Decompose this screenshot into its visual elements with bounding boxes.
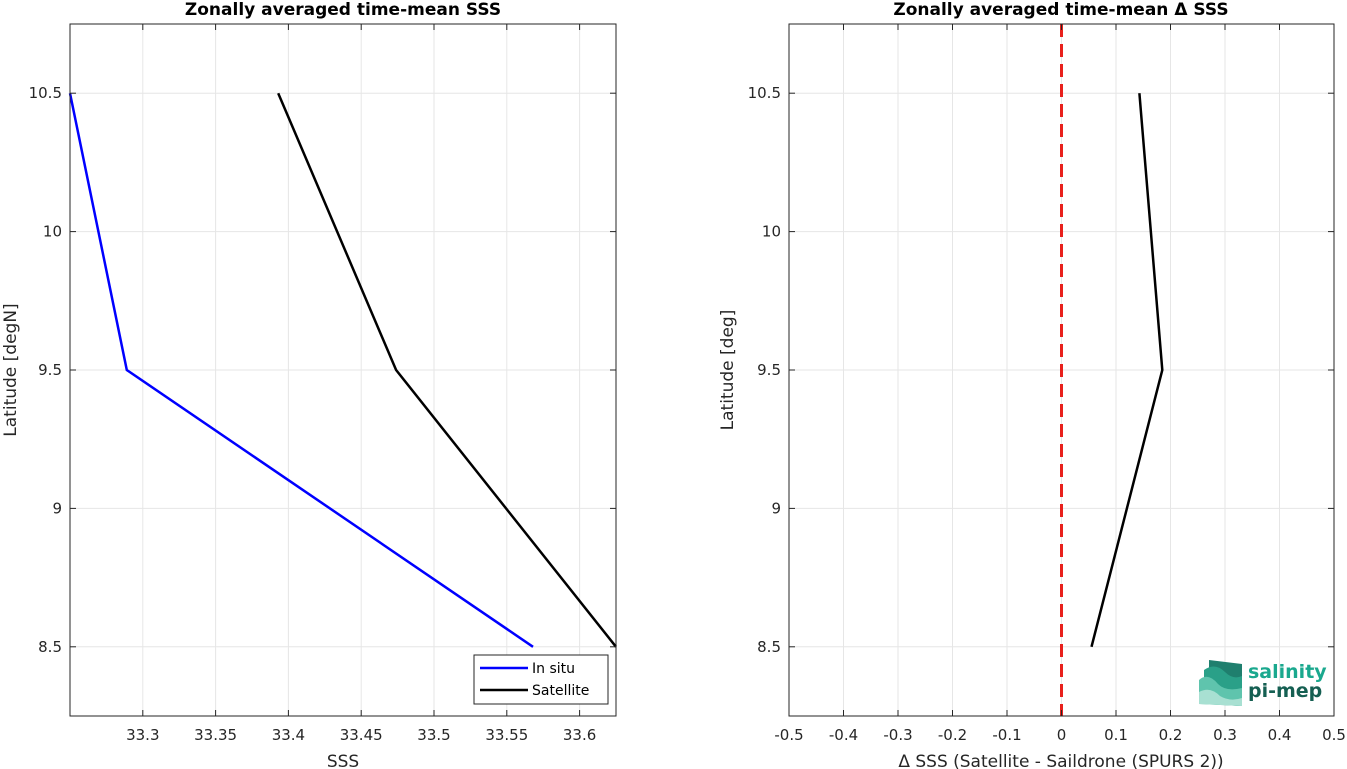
left-chart-title: Zonally averaged time-mean SSS [185,0,501,20]
right-x-tick-label: -0.2 [938,726,967,744]
right-y-tick-label: 9 [771,499,781,517]
legend-label-satellite: Satellite [532,683,589,699]
left-y-tick-label: 10 [43,223,62,241]
right-ticks: -0.5 -0.4 -0.3 -0.2 -0.1 0 0.1 0.2 0.3 0.4 0.5 8.5 9… [748,24,1346,744]
logo-text-pimep: pi-mep [1248,680,1322,702]
legend-box [473,654,609,705]
right-x-axis-label: Δ SSS (Satellite - Saildrone (SPURS 2)) [898,752,1223,769]
logo-text-salinity: salinity [1248,661,1327,683]
legend: In situ Satellite [473,654,609,705]
right-y-axis-label: Latitude [deg] [718,310,738,431]
right-x-tick-label: 0.1 [1104,726,1128,744]
left-x-axis-label: SSS [327,752,359,769]
left-grid [70,24,616,716]
left-x-tick-label: 33.3 [126,726,159,744]
left-axes: 33.3 33.35 33.4 33.45 33.5 33.55 33.6 8.5 9 9.5 10… [1,0,617,769]
left-x-tick-label: 33.6 [563,726,596,744]
right-x-tick-label: 0.3 [1213,726,1237,744]
legend-label-in-situ: In situ [532,661,575,677]
right-x-tick-label: -0.4 [829,726,858,744]
right-x-tick-label: 0 [1057,726,1067,744]
series-line-satellite [277,92,617,648]
right-x-tick-label: 0.2 [1159,726,1183,744]
salinity-pimep-logo: salinity pi-mep [1199,660,1327,706]
right-x-tick-label: 0.5 [1322,726,1346,744]
left-y-tick-label: 9 [52,499,62,517]
right-y-tick-label: 10.5 [748,84,781,102]
right-x-tick-label: -0.3 [883,726,912,744]
wave-logo-icon [1199,660,1242,706]
left-y-tick-label: 9.5 [38,361,62,379]
right-x-tick-label: -0.1 [992,726,1021,744]
left-x-tick-label: 33.35 [194,726,237,744]
series-line-delta-sss [1090,93,1164,648]
right-x-tick-label: -0.5 [774,726,803,744]
left-x-tick-label: 33.45 [340,726,383,744]
left-y-axis-label: Latitude [degN] [1,303,21,436]
right-axes: -0.5 -0.4 -0.3 -0.2 -0.1 0 0.1 0.2 0.3 0.4 0.5 8.5 9… [718,0,1346,769]
left-x-tick-label: 33.4 [272,726,305,744]
right-y-tick-label: 10 [762,223,781,241]
left-series [68,92,617,648]
series-line-in-situ [68,92,534,648]
right-y-tick-label: 9.5 [757,361,781,379]
left-y-tick-label: 10.5 [29,84,62,102]
right-x-tick-label: 0.4 [1268,726,1292,744]
left-ticks: 33.3 33.35 33.4 33.45 33.5 33.55 33.6 8.5 9 9.5 10… [29,24,616,744]
left-y-tick-label: 8.5 [38,638,62,656]
right-series [1060,24,1164,716]
right-y-tick-label: 8.5 [757,638,781,656]
right-chart-title: Zonally averaged time-mean Δ SSS [893,0,1228,20]
left-x-tick-label: 33.55 [485,726,528,744]
left-x-tick-label: 33.5 [417,726,450,744]
